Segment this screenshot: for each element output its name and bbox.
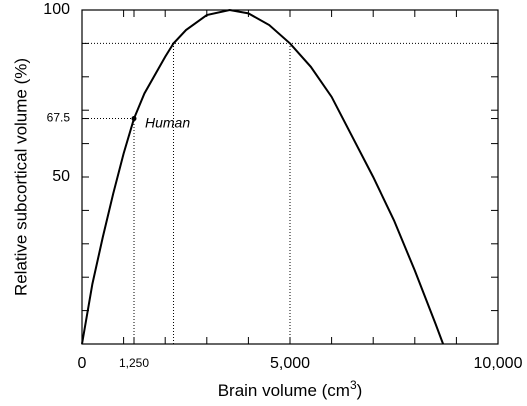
annotation-point [131,116,137,122]
x-tick-label: 5,000 [270,355,310,372]
y-tick-label: 67.5 [47,111,71,125]
curve [81,8,445,345]
x-axis-label-part: 3 [350,378,357,392]
x-tick-label: 1,250 [119,356,149,370]
annotation-label: Human [145,114,190,130]
x-axis-label-part: ) [357,381,363,400]
y-tick-label: 100 [43,1,70,18]
y-axis-label: Relative subcortical volume (%) [11,58,30,296]
y-tick-label: 50 [52,168,70,185]
x-axis-label-part: Brain volume (cm [218,381,350,400]
plot-frame [81,9,499,345]
x-tick-label: 10,000 [474,355,523,372]
x-tick-label: 0 [78,355,87,372]
x-axis-label: Brain volume (cm3) [218,378,363,400]
